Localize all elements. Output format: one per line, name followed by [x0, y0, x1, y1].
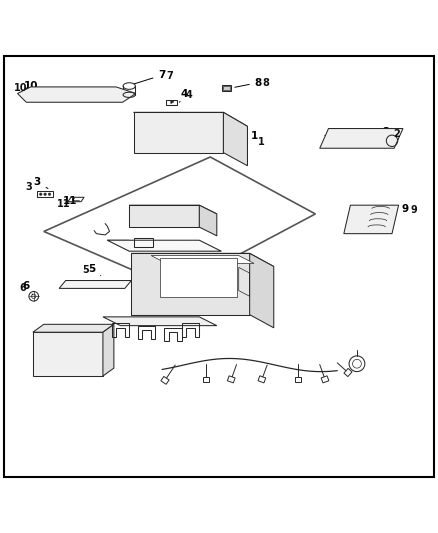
Polygon shape	[107, 240, 221, 251]
Text: 8: 8	[235, 78, 262, 87]
Text: 2: 2	[393, 129, 400, 139]
Text: 3: 3	[34, 177, 48, 189]
Polygon shape	[18, 87, 136, 102]
Text: 4: 4	[186, 90, 193, 100]
Text: 4: 4	[180, 88, 187, 102]
Polygon shape	[103, 317, 217, 326]
Text: 11: 11	[63, 196, 78, 206]
Text: 11: 11	[57, 199, 70, 209]
Text: 10: 10	[23, 81, 54, 93]
Text: 6: 6	[23, 281, 33, 295]
Text: 3: 3	[25, 182, 32, 192]
Polygon shape	[344, 205, 399, 233]
Text: 5: 5	[88, 264, 101, 276]
Polygon shape	[199, 205, 217, 236]
Text: 5: 5	[82, 265, 89, 275]
Polygon shape	[250, 253, 274, 328]
Polygon shape	[103, 324, 114, 376]
Text: 10: 10	[14, 83, 28, 93]
Polygon shape	[129, 205, 217, 214]
Text: 9: 9	[410, 205, 417, 215]
Text: 2: 2	[371, 127, 389, 139]
Text: 6: 6	[19, 282, 26, 293]
Polygon shape	[59, 280, 131, 288]
Text: 9: 9	[379, 204, 409, 215]
Text: 7: 7	[134, 70, 166, 84]
Polygon shape	[171, 101, 174, 103]
Text: 1: 1	[258, 136, 265, 147]
Text: 8: 8	[263, 78, 270, 88]
Polygon shape	[320, 128, 403, 148]
Polygon shape	[129, 205, 199, 227]
Polygon shape	[160, 258, 237, 297]
Polygon shape	[134, 112, 223, 152]
Polygon shape	[223, 112, 247, 166]
Circle shape	[39, 193, 42, 196]
Text: 7: 7	[166, 71, 173, 81]
Polygon shape	[33, 324, 114, 332]
Polygon shape	[131, 253, 274, 266]
Polygon shape	[223, 86, 230, 90]
Circle shape	[48, 193, 51, 196]
Polygon shape	[33, 332, 103, 376]
Polygon shape	[131, 253, 250, 314]
Polygon shape	[134, 112, 247, 126]
Circle shape	[44, 193, 46, 196]
Text: 1: 1	[230, 132, 258, 145]
Polygon shape	[151, 255, 254, 263]
